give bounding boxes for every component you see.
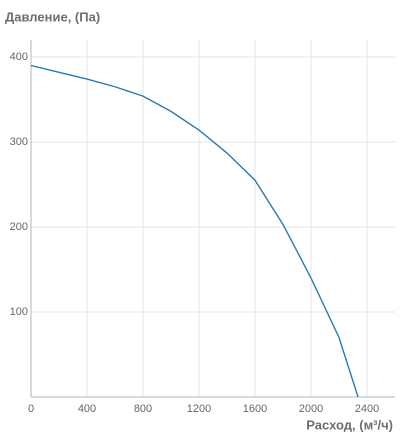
x-tick-label: 800 <box>134 403 152 415</box>
x-tick-label: 1200 <box>187 403 211 415</box>
x-tick-label: 2400 <box>355 403 379 415</box>
x-tick-label: 0 <box>28 403 34 415</box>
y-tick-label: 100 <box>10 306 28 318</box>
line-series <box>30 64 359 398</box>
x-tick-label: 400 <box>78 403 96 415</box>
x-tick-label: 1600 <box>243 403 267 415</box>
x-axis-title: Расход, (м³/ч) <box>306 417 393 432</box>
y-tick-label: 400 <box>10 51 28 63</box>
y-axis-title: Давление, (Па) <box>5 9 100 24</box>
x-tick-label: 2000 <box>299 403 323 415</box>
y-tick-label: 200 <box>10 221 28 233</box>
y-tick-label: 300 <box>10 136 28 148</box>
